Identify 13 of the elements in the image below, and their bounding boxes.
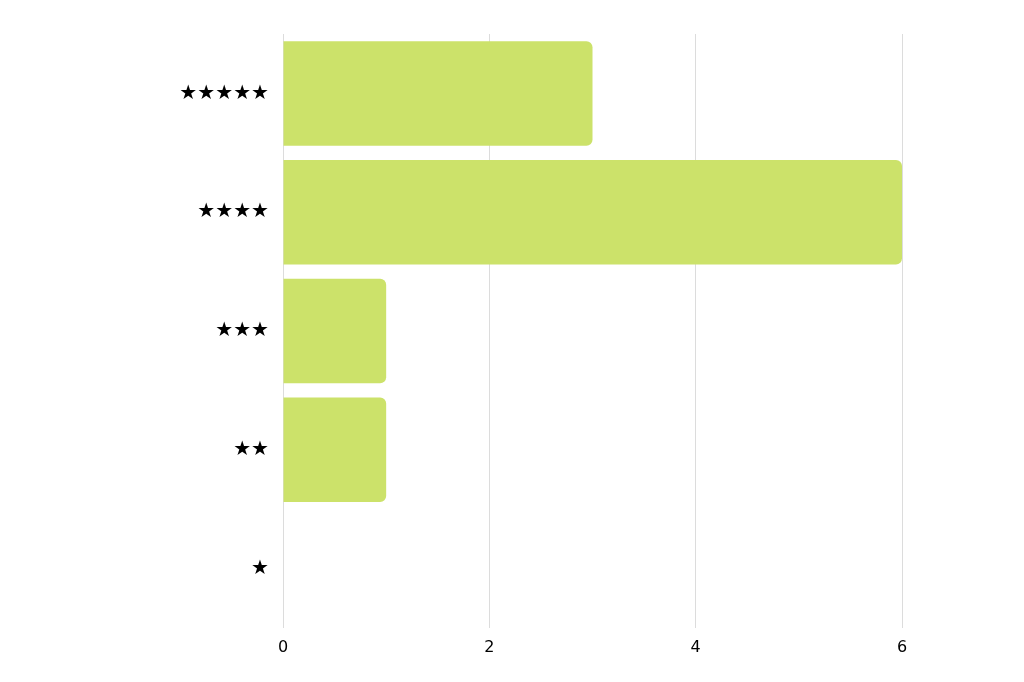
y-tick-label: ★★★	[215, 317, 269, 342]
bar	[283, 41, 593, 146]
y-tick-label: ★	[251, 554, 269, 579]
x-tick-label: 0	[277, 636, 289, 656]
bar	[283, 397, 387, 503]
y-tick-label: ★★	[233, 436, 269, 460]
x-tick-label: 6	[896, 636, 908, 656]
y-tick-label: ★★★★★	[179, 79, 269, 104]
bar	[283, 278, 387, 384]
bar	[283, 159, 902, 265]
y-tick-label: ★★★★	[197, 198, 269, 223]
x-tick-label: 4	[690, 636, 701, 656]
x-tick-label: 2	[484, 636, 495, 656]
